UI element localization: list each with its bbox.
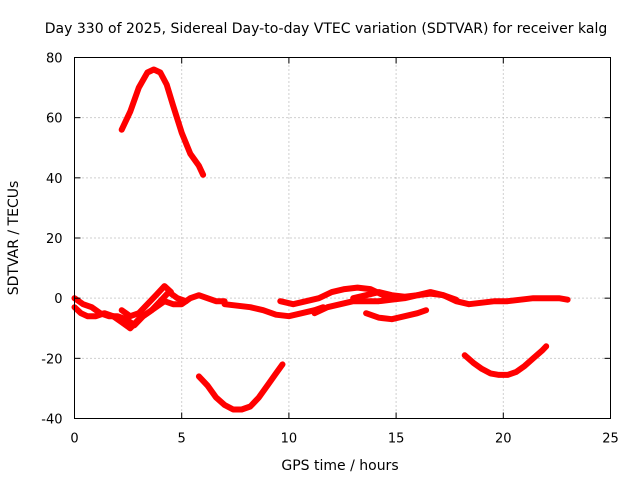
tick-layer: 0 5 10 15 20 25 -40 -20 0 20 40 60 80	[41, 52, 619, 447]
y-tick-label: 80	[46, 52, 63, 67]
series-arc-late-trough	[461, 343, 550, 378]
y-tick-label: 20	[46, 232, 63, 247]
series-arc-high-peak	[118, 66, 207, 178]
series-band-g	[363, 307, 430, 323]
series-band-c	[118, 283, 174, 320]
series-layer	[71, 66, 571, 413]
y-tick-label: -40	[41, 413, 62, 428]
grid-layer	[74, 57, 611, 419]
chart-title: Day 330 of 2025, Sidereal Day-to-day VTE…	[45, 21, 607, 37]
y-tick-label: 60	[46, 112, 63, 127]
x-tick-label: 15	[388, 432, 405, 447]
y-tick-label: 40	[46, 172, 63, 187]
series-band-d	[221, 301, 327, 320]
y-tick-label: 0	[54, 292, 62, 307]
x-tick-label: 20	[495, 432, 512, 447]
x-tick-label: 25	[602, 432, 619, 447]
series-arc-low-trough	[195, 361, 286, 413]
y-axis-label: SDTVAR / TECUs	[6, 181, 22, 296]
series-band-h	[350, 289, 571, 308]
series-band-b	[71, 289, 189, 329]
x-tick-label: 0	[70, 432, 78, 447]
x-axis-label: GPS time / hours	[281, 458, 398, 474]
x-tick-label: 5	[178, 432, 186, 447]
x-tick-label: 10	[281, 432, 298, 447]
y-tick-label: -20	[41, 352, 62, 367]
